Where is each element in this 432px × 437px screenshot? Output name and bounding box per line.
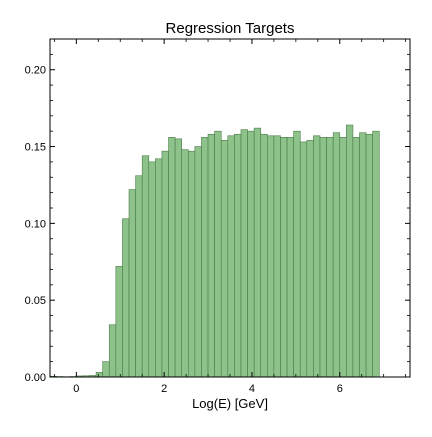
x-tick-label: 0 — [73, 383, 79, 395]
histogram-bar — [169, 137, 176, 377]
x-tick-label: 6 — [337, 383, 343, 395]
histogram-bar — [195, 147, 202, 377]
histogram-bar — [254, 128, 261, 377]
histogram-bar — [373, 131, 380, 377]
histogram-bar — [136, 176, 143, 377]
histogram-bar — [182, 150, 189, 377]
x-tick-label: 2 — [161, 383, 167, 395]
histogram-bar — [149, 162, 156, 377]
histogram-bar — [221, 140, 228, 377]
histogram-bar — [162, 151, 169, 377]
x-tick-label: 4 — [249, 383, 255, 395]
y-tick-label: 0.15 — [25, 142, 46, 154]
histogram-bar — [366, 134, 373, 377]
histogram-bar — [320, 137, 327, 377]
histogram-bar — [122, 219, 129, 377]
histogram-bar — [353, 137, 360, 377]
bars-group — [50, 125, 379, 377]
histogram-bar — [327, 137, 334, 377]
histogram-bar — [307, 140, 314, 377]
histogram-bar — [261, 134, 268, 377]
histogram-bar — [116, 266, 123, 377]
histogram-bar — [280, 137, 287, 377]
histogram-bar — [241, 130, 248, 377]
histogram-bar — [175, 139, 182, 377]
histogram-bar — [313, 136, 320, 377]
histogram-bar — [333, 133, 340, 377]
histogram-bar — [155, 159, 162, 377]
histogram-bar — [228, 136, 235, 377]
histogram-bar — [201, 137, 208, 377]
histogram-bar — [294, 131, 301, 377]
y-tick-label: 0.00 — [25, 372, 46, 384]
histogram-bar — [274, 136, 281, 377]
histogram-bar — [208, 134, 215, 377]
histogram-bar — [188, 151, 195, 377]
histogram-bar — [129, 190, 136, 377]
histogram-bar — [360, 133, 367, 377]
histogram-bar — [215, 131, 222, 377]
histogram-bar — [340, 137, 347, 377]
histogram-bar — [103, 362, 110, 377]
histogram-bar — [142, 156, 149, 377]
y-tick-label: 0.10 — [25, 218, 46, 230]
histogram-bar — [96, 372, 103, 377]
histogram-bar — [234, 134, 241, 377]
histogram-bar — [267, 136, 274, 377]
histogram-bar — [109, 325, 116, 377]
histogram-bar — [287, 137, 294, 377]
y-tick-label: 0.20 — [25, 65, 46, 77]
x-axis-label: Log(E) [GeV] — [192, 396, 268, 411]
histogram-bar — [346, 125, 353, 377]
y-tick-label: 0.05 — [25, 295, 46, 307]
chart-title: Regression Targets — [166, 20, 295, 37]
histogram-bar — [248, 131, 255, 377]
histogram-bar — [300, 142, 307, 377]
